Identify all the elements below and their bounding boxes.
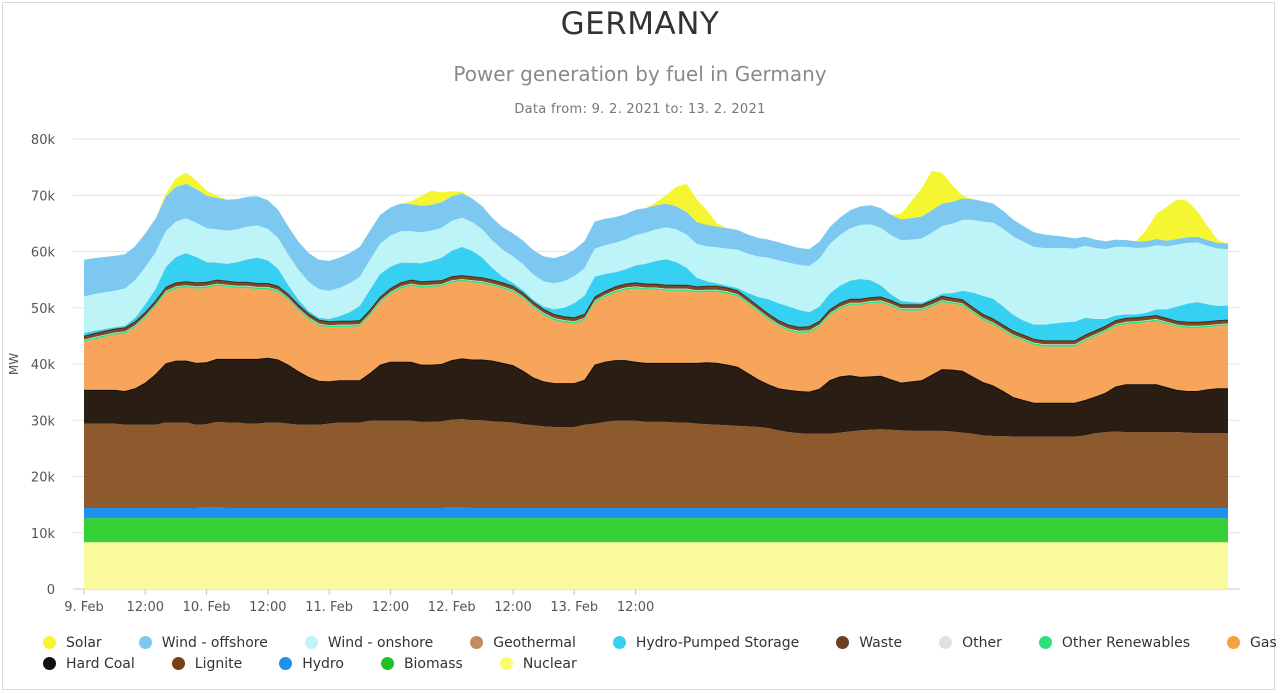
legend-label: Nuclear bbox=[522, 655, 577, 672]
x-tick-label: 13. Feb bbox=[550, 600, 598, 615]
legend-label: Other Renewables bbox=[1061, 634, 1191, 651]
legend-item-waste[interactable]: Waste bbox=[823, 635, 902, 651]
legend-marker-icon bbox=[171, 657, 185, 670]
y-tick-label: 60k bbox=[31, 246, 56, 261]
y-tick-label: 30k bbox=[31, 414, 56, 429]
series-area-gas bbox=[84, 281, 1228, 403]
y-tick-label: 80k bbox=[31, 133, 56, 148]
series-area-solar bbox=[84, 170, 1228, 261]
legend-item-solar[interactable]: Solar bbox=[30, 635, 102, 651]
legend-marker-icon bbox=[939, 636, 953, 649]
legend-item-hydro-pumped-storage[interactable]: Hydro-Pumped Storage bbox=[600, 635, 799, 651]
legend-label: Lignite bbox=[194, 655, 243, 672]
legend-marker-icon bbox=[380, 657, 394, 670]
legend-label: Biomass bbox=[403, 655, 463, 672]
legend-marker-icon bbox=[138, 636, 152, 649]
x-tick-label: 12:00 bbox=[617, 600, 654, 615]
legend-marker-icon bbox=[43, 636, 56, 649]
series-area-lignite bbox=[84, 419, 1228, 508]
series-area-nuclear bbox=[84, 542, 1228, 589]
x-tick-label: 10. Feb bbox=[183, 600, 231, 615]
legend-item-lignite[interactable]: Lignite bbox=[159, 656, 242, 672]
y-tick-label: 50k bbox=[31, 302, 56, 317]
legend-marker-icon bbox=[836, 636, 850, 649]
legend-label: Wind - offshore bbox=[161, 634, 268, 651]
legend-label: Geothermal bbox=[493, 634, 576, 651]
y-tick-label: 10k bbox=[31, 527, 56, 542]
chart-subtitle: Power generation by fuel in Germany bbox=[453, 62, 827, 86]
y-tick-label: 40k bbox=[31, 358, 56, 373]
legend-item-other-renewables[interactable]: Other Renewables bbox=[1026, 635, 1190, 651]
legend-label: Hydro-Pumped Storage bbox=[635, 634, 800, 651]
y-tick-label: 20k bbox=[31, 471, 56, 486]
legend-item-nuclear[interactable]: Nuclear bbox=[487, 656, 577, 672]
legend-label: Waste bbox=[859, 634, 903, 651]
legend-item-other[interactable]: Other bbox=[926, 635, 1002, 651]
legend-marker-icon bbox=[1227, 636, 1241, 649]
series-area-hard-coal bbox=[84, 357, 1228, 437]
series-area-biomass bbox=[84, 518, 1228, 543]
legend-marker-icon bbox=[279, 657, 293, 670]
series-area-hydro-pumped-storage bbox=[84, 247, 1228, 341]
legend-marker-icon bbox=[470, 636, 484, 649]
x-tick-label: 12:00 bbox=[127, 600, 164, 615]
legend-item-biomass[interactable]: Biomass bbox=[368, 656, 463, 672]
legend-marker-icon bbox=[304, 636, 318, 649]
area-chart: 0 10k 20k 30k 40k 50k 60k 70k 80k MW 9. Feb 12:00 10… bbox=[7, 133, 1240, 615]
series-area-wind-onshore bbox=[84, 217, 1228, 333]
legend-marker-icon bbox=[43, 657, 56, 670]
series-area-hydro bbox=[84, 507, 1228, 519]
legend-item-wind-onshore[interactable]: Wind - onshore bbox=[292, 635, 433, 651]
legend-label: Gas bbox=[1250, 634, 1277, 651]
x-tick-label: 11. Feb bbox=[305, 600, 353, 615]
legend-label: Wind - onshore bbox=[327, 634, 434, 651]
legend-item-hydro[interactable]: Hydro bbox=[266, 656, 344, 672]
x-tick-label: 9. Feb bbox=[64, 600, 104, 615]
x-tick-label: 12:00 bbox=[372, 600, 409, 615]
legend-label: Hard Coal bbox=[66, 655, 135, 672]
series-area-wind-offshore bbox=[84, 183, 1228, 297]
legend-row: Solar Wind - offshore Wind - onshore Geothe… bbox=[30, 632, 1277, 653]
legend-item-hard-coal[interactable]: Hard Coal bbox=[30, 656, 135, 672]
legend-label: Hydro bbox=[302, 655, 344, 672]
y-tick-label: 0 bbox=[47, 583, 55, 598]
legend-marker-icon bbox=[499, 657, 513, 670]
legend-marker-icon bbox=[1038, 636, 1052, 649]
y-axis-label: MW bbox=[7, 353, 21, 375]
legend-marker-icon bbox=[612, 636, 626, 649]
legend-label: Other bbox=[962, 634, 1002, 651]
legend-item-gas[interactable]: Gas bbox=[1214, 635, 1277, 651]
date-range-label: Data from: 9. 2. 2021 to: 13. 2. 2021 bbox=[514, 102, 766, 117]
legend-row: Hard Coal Lignite Hydro Biomass Nuclear bbox=[30, 653, 1250, 674]
x-tick-label: 12:00 bbox=[494, 600, 531, 615]
chart-legend: Solar Wind - offshore Wind - onshore Geothe… bbox=[30, 632, 1277, 674]
legend-item-wind-offshore[interactable]: Wind - offshore bbox=[126, 635, 268, 651]
x-tick-label: 12. Feb bbox=[428, 600, 476, 615]
chart-title: GERMANY bbox=[560, 6, 720, 42]
legend-label: Solar bbox=[66, 634, 102, 651]
y-tick-label: 70k bbox=[31, 189, 56, 204]
x-tick-label: 12:00 bbox=[249, 600, 286, 615]
legend-item-geothermal[interactable]: Geothermal bbox=[457, 635, 576, 651]
